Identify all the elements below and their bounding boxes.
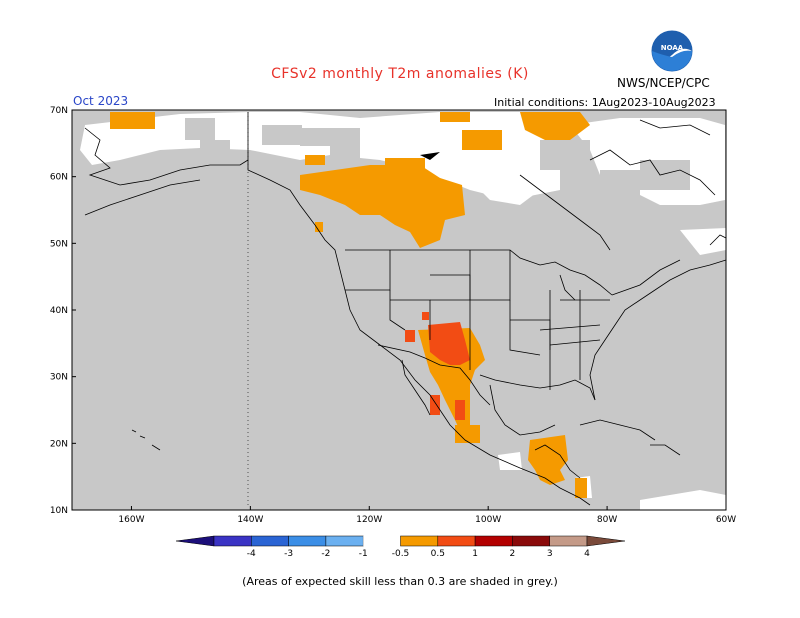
colorbar-label: -0.5 [392,549,410,559]
lat-tick-label: 10N [50,506,68,516]
colorbar-low-arrow [175,535,215,547]
lat-tick-label: 50N [50,239,68,249]
organization-label: NWS/NCEP/CPC [617,76,710,90]
colorbar-label: 2 [510,549,516,559]
colorbar-label: -4 [247,549,256,559]
anomaly-0-5-to-1 [110,112,590,498]
lon-tick-label: 100W [475,515,501,525]
skill-footnote: (Areas of expected skill less than 0.3 a… [242,575,558,588]
lat-tick-label: 40N [50,306,68,316]
forecast-month: Oct 2023 [73,94,129,108]
anomaly-1-to-2 [405,312,470,420]
longitude-axis: 160W 140W 120W 100W 80W 60W [118,506,736,525]
lon-tick-label: 60W [716,515,736,525]
colorbar-label: -2 [321,549,330,559]
lat-tick-label: 70N [50,106,68,116]
coastlines-and-borders [84,112,727,506]
lon-tick-label: 140W [237,515,263,525]
colorbar-label: -3 [284,549,293,559]
logo-text: NOAA [661,44,684,52]
low-skill-patches [180,118,690,200]
colorbar-swatch [400,535,439,547]
colorbar-legend: -4 -3 -2 -1 -0.5 0.5 1 2 3 4 [175,535,626,559]
colorbar-label: 1 [472,549,478,559]
colorbar-label: 3 [547,549,553,559]
colorbar-swatch [363,536,401,546]
latitude-axis: 10N 20N 30N 40N 50N 60N 70N [50,106,76,516]
colorbar-swatch [437,535,476,547]
lat-tick-label: 30N [50,373,68,383]
initial-conditions: Initial conditions: 1Aug2023-10Aug2023 [494,96,716,109]
colorbar-swatch [213,535,252,547]
colorbar-swatch [512,535,550,547]
colorbar-swatch [474,535,513,547]
colorbar-label: 0.5 [431,549,445,559]
colorbar-label: 4 [584,549,590,559]
colorbar-swatch [325,535,364,547]
noaa-logo-icon: NOAA [651,30,693,72]
lon-tick-label: 80W [597,515,617,525]
lat-tick-label: 60N [50,173,68,183]
colorbar-swatch [288,535,327,547]
lake-marker [420,152,440,160]
colorbar-high-arrow [586,535,626,547]
lon-tick-label: 120W [356,515,382,525]
colorbar-swatch [549,535,588,547]
lat-tick-label: 20N [50,439,68,449]
colorbar-swatch [251,535,289,547]
map-title: CFSv2 monthly T2m anomalies (K) [271,66,529,82]
lon-tick-label: 160W [118,515,144,525]
colorbar-label: -1 [359,549,368,559]
